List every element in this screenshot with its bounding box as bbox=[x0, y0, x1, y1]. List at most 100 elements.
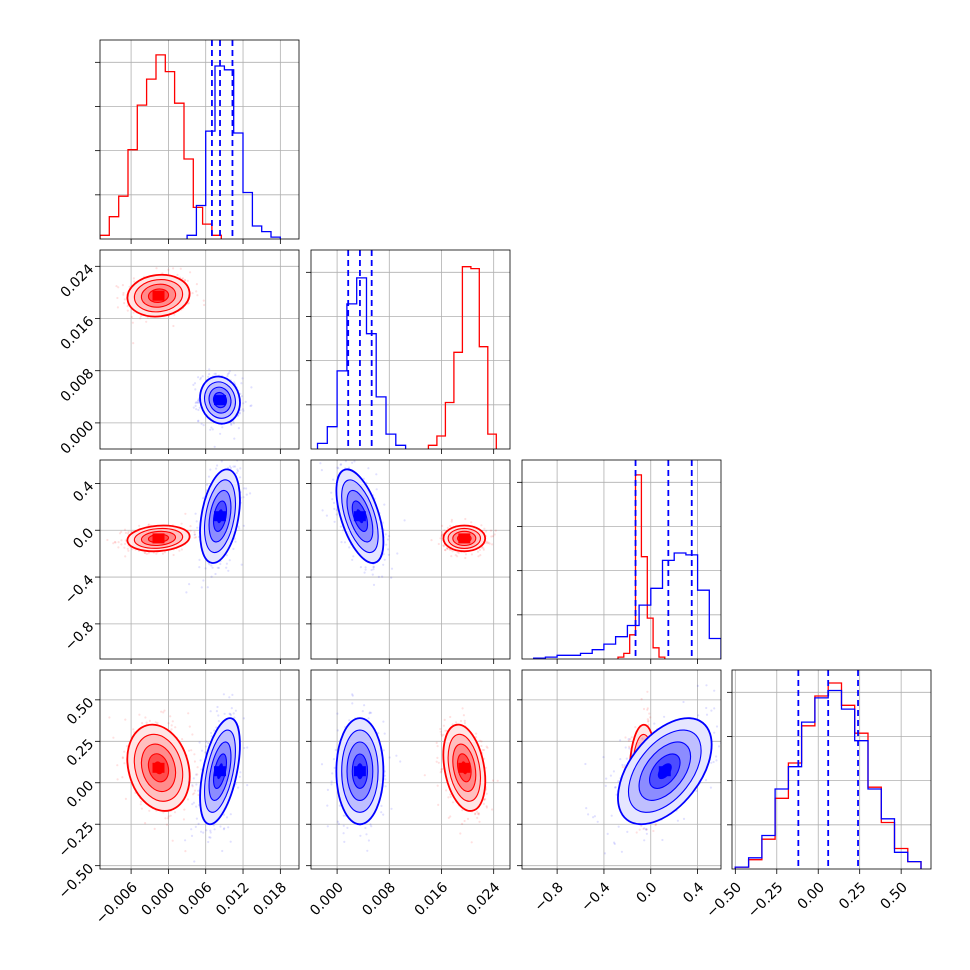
sample-point bbox=[485, 792, 488, 795]
sample-point bbox=[232, 712, 235, 715]
sample-point bbox=[331, 498, 334, 501]
sample-point bbox=[225, 566, 228, 569]
sample-point bbox=[203, 303, 206, 307]
sample-point bbox=[178, 549, 181, 552]
sample-point bbox=[115, 285, 118, 288]
sample-point bbox=[484, 766, 487, 769]
sample-point bbox=[440, 768, 443, 771]
x-tick-label: 0.000 bbox=[138, 879, 178, 919]
sample-point bbox=[235, 445, 237, 447]
density-peak-series-1 bbox=[353, 766, 366, 777]
sample-point bbox=[482, 548, 485, 551]
sample-point bbox=[235, 471, 238, 475]
sample-point bbox=[339, 463, 342, 466]
sample-point bbox=[485, 806, 488, 809]
sample-point bbox=[189, 271, 192, 274]
sample-point bbox=[194, 825, 197, 829]
sample-point bbox=[474, 736, 478, 739]
sample-point bbox=[213, 445, 216, 448]
sample-point bbox=[216, 464, 219, 467]
sample-point bbox=[123, 528, 127, 531]
sample-point bbox=[381, 521, 384, 524]
sample-point bbox=[216, 566, 219, 569]
sample-point bbox=[240, 395, 243, 398]
sample-point bbox=[242, 496, 245, 499]
sample-point bbox=[127, 549, 130, 552]
sample-point bbox=[228, 465, 232, 468]
sample-point bbox=[444, 548, 447, 552]
sample-point bbox=[148, 809, 151, 812]
sample-point bbox=[173, 811, 177, 814]
sample-point bbox=[483, 798, 486, 802]
sample-point bbox=[367, 467, 370, 470]
y-tick-label: −0.50 bbox=[56, 861, 98, 903]
sample-point bbox=[333, 766, 336, 770]
sample-point bbox=[351, 693, 354, 696]
sample-point bbox=[384, 778, 387, 781]
sample-point bbox=[163, 709, 166, 712]
sample-point bbox=[239, 392, 242, 395]
sample-point bbox=[249, 404, 252, 408]
sample-point bbox=[228, 696, 231, 699]
sample-point bbox=[330, 783, 333, 786]
sample-point bbox=[332, 453, 334, 455]
sample-point bbox=[435, 741, 438, 745]
sample-point bbox=[167, 722, 170, 725]
sample-point bbox=[476, 816, 479, 820]
sample-point bbox=[201, 375, 204, 378]
sample-point bbox=[230, 422, 233, 425]
sample-point bbox=[390, 807, 393, 810]
sample-point bbox=[372, 568, 375, 571]
sample-point bbox=[331, 772, 334, 775]
sample-point bbox=[486, 542, 489, 545]
sample-point bbox=[645, 828, 649, 831]
sample-point bbox=[442, 733, 445, 736]
sample-point bbox=[340, 541, 343, 544]
sample-point bbox=[167, 268, 170, 271]
sample-point bbox=[188, 583, 191, 586]
sample-point bbox=[214, 372, 217, 375]
sample-point bbox=[440, 535, 443, 538]
sample-point bbox=[715, 759, 718, 762]
sample-point bbox=[200, 422, 203, 425]
sample-point bbox=[196, 773, 199, 776]
sample-point bbox=[336, 729, 339, 732]
sample-point bbox=[456, 555, 459, 558]
sample-point bbox=[476, 810, 479, 814]
sample-point bbox=[197, 420, 200, 423]
sample-point bbox=[375, 488, 378, 491]
sample-point bbox=[210, 426, 213, 429]
sample-point bbox=[190, 749, 193, 752]
panel-frame bbox=[310, 669, 511, 870]
sample-point bbox=[212, 824, 215, 827]
sample-point bbox=[481, 748, 484, 752]
sample-point bbox=[491, 543, 494, 546]
sample-point bbox=[488, 542, 491, 545]
sample-point bbox=[187, 712, 190, 715]
sample-point bbox=[227, 372, 230, 375]
sample-point bbox=[642, 707, 646, 711]
sample-point bbox=[382, 749, 385, 752]
sample-point bbox=[194, 404, 197, 407]
sample-point bbox=[194, 536, 198, 539]
sample-point bbox=[184, 850, 187, 853]
sample-point bbox=[219, 432, 222, 435]
sample-point bbox=[451, 801, 455, 804]
sample-point bbox=[446, 547, 449, 550]
sample-point bbox=[193, 533, 196, 536]
sample-point bbox=[213, 372, 216, 375]
sample-point bbox=[661, 838, 664, 842]
sample-point bbox=[130, 315, 133, 319]
sample-point bbox=[449, 524, 452, 528]
sample-point bbox=[643, 839, 646, 842]
sample-point bbox=[445, 789, 448, 792]
sample-point bbox=[620, 850, 624, 853]
sample-point bbox=[209, 831, 212, 834]
sample-point bbox=[627, 739, 631, 742]
sample-point bbox=[207, 840, 210, 844]
sample-point bbox=[120, 543, 123, 546]
sample-point bbox=[243, 746, 246, 750]
sample-point bbox=[646, 718, 649, 721]
sample-point bbox=[470, 521, 473, 524]
sample-point bbox=[441, 524, 444, 528]
